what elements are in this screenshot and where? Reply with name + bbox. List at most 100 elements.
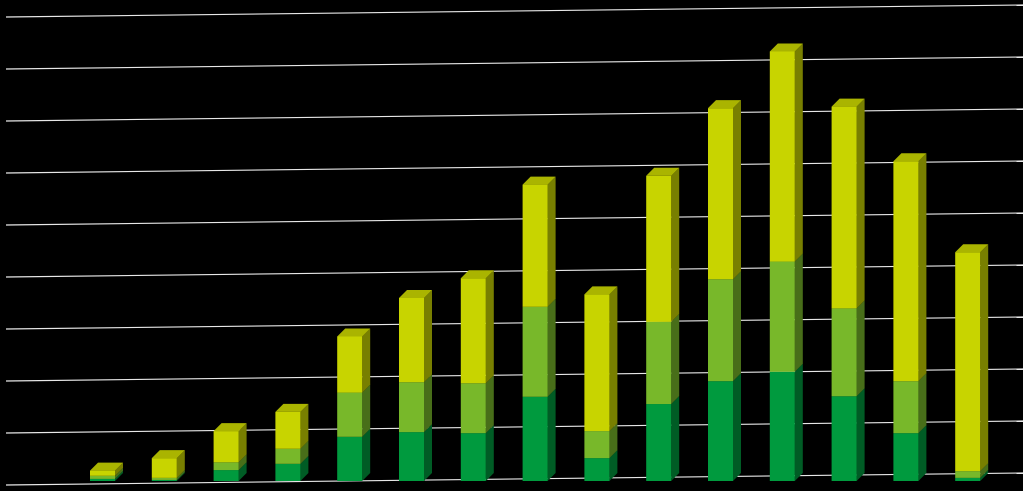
bar-side: [547, 388, 556, 481]
bar-side: [115, 462, 123, 476]
bar-side: [671, 396, 680, 481]
bar-segment: [90, 478, 115, 481]
bar-side: [733, 100, 741, 280]
bar-side: [609, 286, 618, 432]
bar-top: [646, 167, 680, 176]
bar-side: [609, 423, 618, 459]
bar-side: [547, 176, 556, 307]
bar-side: [733, 373, 741, 481]
bar-side: [176, 469, 185, 480]
bar-segment: [955, 471, 981, 478]
bar-side: [918, 373, 927, 434]
bar-top: [584, 286, 618, 295]
bar-segment: [831, 396, 857, 481]
bar-side: [980, 244, 989, 472]
bar-side: [980, 469, 989, 481]
bar-top: [399, 289, 432, 298]
bar-side: [547, 298, 556, 397]
bar-top: [831, 98, 865, 107]
bar-segment: [831, 308, 857, 397]
bar-segment: [399, 297, 424, 383]
bar-segment: [522, 184, 548, 307]
bar-side: [300, 440, 309, 464]
bar-segment: [769, 261, 795, 372]
bar-top: [275, 403, 309, 412]
bar-side: [424, 374, 432, 433]
bar-side: [918, 153, 927, 382]
bar-segment: [955, 477, 981, 481]
bar-segment: [213, 462, 239, 471]
bar-side: [362, 384, 371, 437]
bar-side: [176, 450, 185, 478]
bar-side: [733, 271, 741, 382]
bar-segment: [522, 306, 548, 397]
bar-side: [238, 454, 247, 471]
bar-top: [769, 43, 803, 52]
bar-side: [980, 463, 989, 478]
bar-side: [671, 167, 680, 322]
bar-segment: [646, 175, 672, 322]
bar-side: [424, 289, 432, 383]
bar-top: [151, 450, 185, 459]
bar-side: [609, 450, 618, 481]
bar-top: [522, 176, 556, 185]
bar-side: [176, 471, 185, 481]
bar-side: [238, 423, 247, 463]
bar-side: [856, 98, 865, 309]
bar-segment: [399, 382, 424, 433]
bar-segment: [831, 106, 857, 309]
bar-segment: [708, 108, 733, 280]
bar-side: [856, 300, 865, 397]
bar-segment: [460, 433, 486, 481]
bar-side: [485, 270, 494, 384]
bar-side: [794, 43, 803, 262]
bar-segment: [151, 458, 177, 478]
bar-side: [238, 462, 247, 481]
bar-segment: [337, 336, 363, 393]
bar-segment: [769, 51, 795, 262]
bar-segment: [90, 475, 115, 479]
bar-segment: [275, 448, 301, 464]
bar-side: [918, 425, 927, 481]
bar-segment: [769, 371, 795, 481]
bar-segment: [151, 477, 177, 480]
bar-segment: [955, 252, 981, 472]
bar-segment: [213, 431, 239, 463]
bar-side: [362, 328, 371, 393]
bar-segment: [708, 381, 733, 481]
bar-segment: [90, 470, 115, 476]
bar-segment: [584, 431, 610, 459]
bar-side: [115, 470, 123, 481]
bar-segment: [275, 463, 301, 481]
bar-side: [485, 425, 494, 481]
grid-line: [5, 4, 1023, 18]
bar-segment: [584, 294, 610, 432]
bar-segment: [460, 278, 486, 384]
bar-top: [460, 270, 494, 279]
bar-segment: [893, 161, 919, 382]
bar-segment: [646, 404, 672, 481]
bar-top: [708, 100, 741, 109]
bar-segment: [708, 279, 733, 382]
bar-top: [893, 153, 927, 162]
bar-top: [337, 328, 371, 337]
bar-segment: [893, 381, 919, 434]
bar-side: [671, 313, 680, 405]
bar-segment: [584, 458, 610, 481]
bar-side: [362, 428, 371, 481]
bar-segment: [399, 432, 424, 481]
bar-side: [485, 375, 494, 434]
grid-line: [5, 56, 1023, 70]
bar-segment: [337, 436, 363, 481]
bar-top: [213, 423, 247, 432]
bar-segment: [151, 479, 177, 481]
bar-side: [794, 363, 803, 481]
bar-top: [955, 244, 989, 253]
bar-side: [300, 403, 309, 449]
bar-side: [115, 467, 123, 479]
bar-segment: [893, 433, 919, 481]
bar-segment: [522, 396, 548, 481]
bar-segment: [460, 383, 486, 434]
